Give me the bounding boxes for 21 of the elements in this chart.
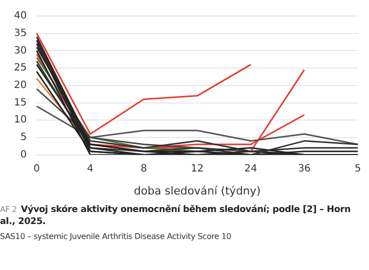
x-tick-label: 12: [190, 163, 204, 174]
x-tick-label: 5: [354, 163, 362, 174]
y-tick-label: 15: [14, 97, 27, 108]
y-tick-label: 0: [20, 149, 27, 160]
x-tick-label: 36: [298, 163, 311, 174]
y-tick-label: 30: [14, 45, 27, 56]
y-tick-label: 20: [14, 80, 27, 91]
y-tick-label: 5: [20, 132, 27, 144]
text: Vývoj skóre aktivity onemocnění během sledování; podle [2] – Horn: [20, 205, 351, 215]
text: SAS10 – systemic Juvenile Arthritis Disease Activity Score 10: [0, 231, 232, 243]
text: AF 2: [0, 205, 17, 214]
y-tick-label: 35: [14, 28, 27, 39]
y-tick-label: 25: [14, 62, 27, 74]
x-tick-label: 4: [87, 163, 94, 174]
x-tick-label: 24: [244, 163, 258, 174]
y-tick-label: 40: [14, 10, 27, 22]
x-tick-label: 8: [140, 163, 147, 174]
x-tick-label: 0: [34, 163, 40, 174]
y-tick-label: 10: [14, 114, 27, 126]
text: al., 2025.: [0, 216, 47, 228]
x-axis-title: doba sledování (týdny): [134, 184, 261, 198]
